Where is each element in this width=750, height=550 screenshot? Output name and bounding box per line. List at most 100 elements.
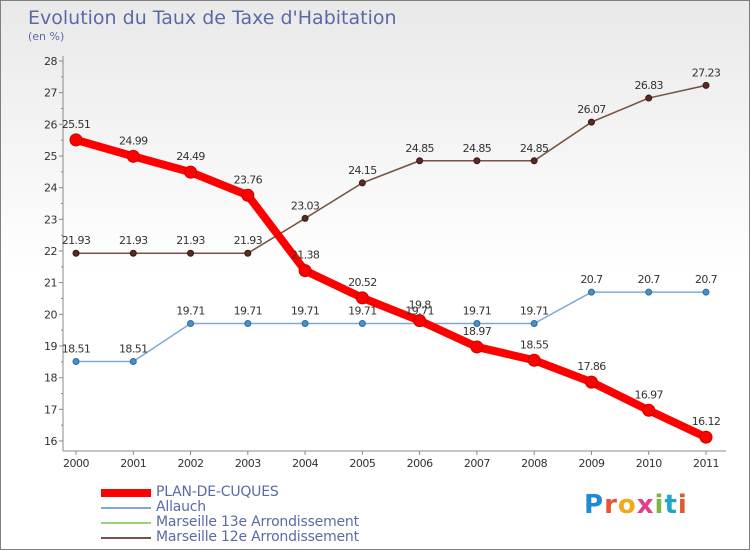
data-label: 24.85: [463, 142, 492, 155]
data-label: 21.93: [176, 234, 205, 247]
data-label: 19.71: [348, 305, 377, 318]
data-point: [587, 288, 595, 296]
y-tick-label: 27: [44, 87, 57, 100]
data-label: 21.93: [62, 234, 91, 247]
data-point: [187, 320, 195, 328]
data-label: 19.71: [405, 305, 434, 318]
data-label: 26.07: [577, 103, 606, 116]
x-tick-label: 2004: [292, 457, 318, 470]
data-label: 19.8: [409, 299, 432, 312]
data-point: [473, 157, 481, 165]
data-point: [358, 179, 366, 187]
data-label: 17.86: [577, 360, 606, 373]
series-line: [72, 135, 710, 442]
data-point: [72, 249, 80, 257]
data-label: 18.55: [520, 338, 549, 351]
data-label: 19.71: [291, 305, 320, 318]
legend-swatch: [101, 507, 151, 509]
data-label: 26.83: [634, 79, 663, 92]
data-label: 20.7: [695, 273, 718, 286]
logo-letter: P: [584, 490, 605, 520]
data-label: 18.51: [119, 343, 148, 356]
data-label: 19.71: [234, 305, 263, 318]
legend-label: Marseille 12e Arrondissement: [156, 529, 359, 545]
y-tick-label: 17: [44, 403, 57, 416]
x-tick-label: 2001: [120, 457, 146, 470]
proxiti-logo: Proxiti: [584, 490, 688, 520]
x-tick-label: 2002: [178, 457, 204, 470]
data-point: [358, 320, 366, 328]
x-tick-label: 2000: [63, 457, 89, 470]
data-label: 20.7: [580, 273, 603, 286]
data-point: [530, 320, 538, 328]
data-label: 18.51: [62, 343, 91, 356]
data-point: [301, 320, 309, 328]
y-tick-label: 22: [44, 245, 57, 258]
y-tick-label: 21: [44, 277, 57, 290]
data-label: 19.71: [176, 305, 205, 318]
data-label: 21.93: [234, 234, 263, 247]
data-point: [244, 249, 252, 257]
legend-swatch: [101, 489, 151, 497]
data-point: [301, 214, 309, 222]
y-tick-label: 23: [44, 213, 57, 226]
data-point: [129, 249, 137, 257]
data-point: [241, 188, 255, 202]
x-tick-label: 2003: [235, 457, 261, 470]
data-label: 21.38: [291, 249, 320, 262]
legend-label: Marseille 13e Arrondissement: [156, 514, 359, 530]
legend-swatch: [101, 537, 151, 539]
data-label: 19.71: [520, 305, 549, 318]
data-label: 24.49: [176, 150, 205, 163]
data-label: 20.52: [348, 276, 377, 289]
data-label: 24.85: [405, 142, 434, 155]
x-tick-label: 2011: [693, 457, 719, 470]
logo-letter: t: [664, 490, 678, 520]
data-point: [416, 157, 424, 165]
data-point: [702, 288, 710, 296]
y-tick-label: 24: [44, 182, 57, 195]
data-point: [244, 320, 252, 328]
data-point: [413, 314, 427, 328]
logo-letter: r: [604, 490, 618, 520]
y-tick-label: 19: [44, 340, 57, 353]
data-label: 23.76: [234, 173, 263, 186]
x-tick-label: 2009: [578, 457, 604, 470]
data-point: [298, 264, 312, 278]
data-point: [645, 288, 653, 296]
legend-label: Allauch: [156, 499, 206, 515]
series-line: [75, 291, 707, 363]
data-point: [527, 353, 541, 367]
data-label: 20.7: [638, 273, 661, 286]
logo-letter: x: [636, 490, 655, 520]
y-tick-label: 20: [44, 308, 57, 321]
data-point: [587, 118, 595, 126]
data-point: [470, 340, 484, 354]
data-point: [473, 320, 481, 328]
data-point: [645, 94, 653, 102]
data-label: 24.99: [119, 134, 148, 147]
data-label: 23.03: [291, 199, 320, 212]
data-point: [355, 291, 369, 305]
data-point: [69, 133, 83, 147]
data-label: 25.51: [62, 118, 91, 131]
logo-letter: i: [677, 490, 688, 520]
series-line: [75, 84, 707, 254]
y-tick-label: 25: [44, 150, 57, 163]
x-tick-label: 2006: [407, 457, 433, 470]
data-point: [699, 430, 713, 444]
data-label: 21.93: [119, 234, 148, 247]
legend-label: PLAN-DE-CUQUES: [156, 484, 279, 500]
y-tick-label: 16: [44, 435, 57, 448]
chart-subtitle: (en %): [28, 30, 65, 43]
data-point: [129, 358, 137, 366]
data-point: [702, 81, 710, 89]
data-point: [187, 249, 195, 257]
data-label: 16.97: [634, 388, 663, 401]
x-tick-label: 2008: [521, 457, 547, 470]
data-label: 27.23: [692, 66, 721, 79]
data-label: 19.71: [463, 305, 492, 318]
x-tick-label: 2005: [349, 457, 375, 470]
